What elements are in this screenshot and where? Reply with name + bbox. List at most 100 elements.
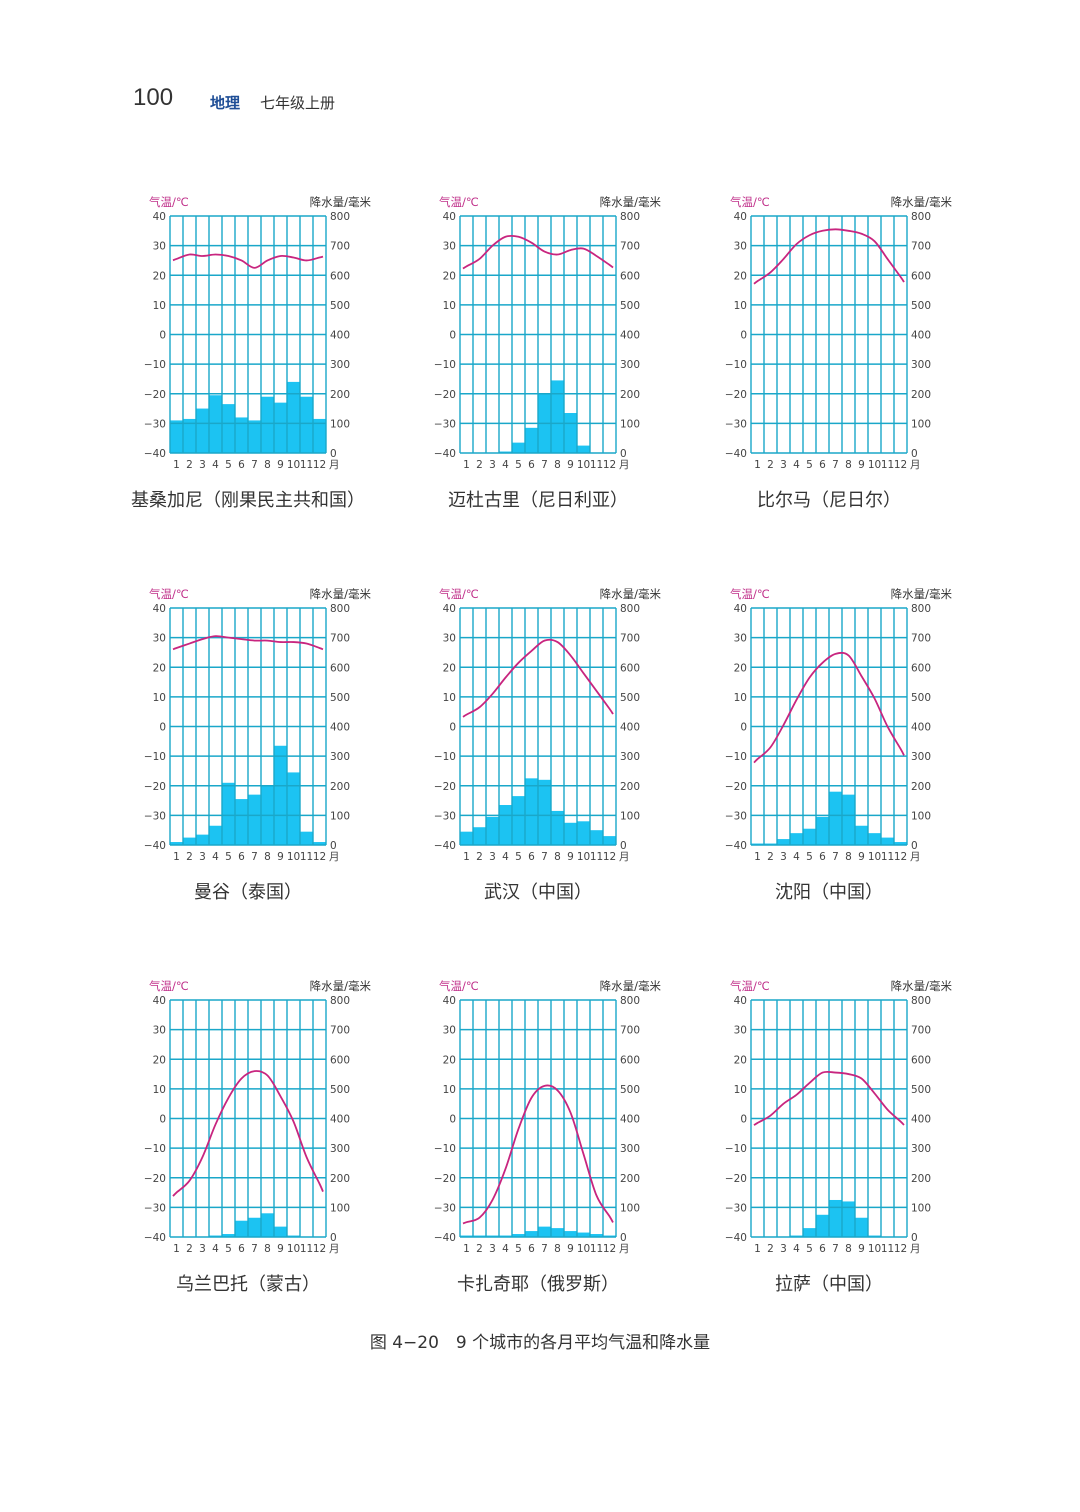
temperature-tick-label: 10: [153, 692, 166, 704]
precipitation-tick-label: 800: [330, 995, 350, 1007]
temperature-axis-title: 气温/℃: [730, 979, 770, 993]
temperature-axis-title: 气温/℃: [149, 195, 189, 209]
month-tick-label: 9: [858, 851, 865, 863]
precipitation-tick-label: 100: [911, 810, 931, 822]
precipitation-bar: [538, 779, 551, 845]
temperature-axis-title: 气温/℃: [439, 587, 479, 601]
precipitation-bar: [777, 839, 790, 845]
precipitation-tick-label: 700: [330, 241, 350, 253]
precipitation-tick-label: 300: [911, 359, 931, 371]
month-tick-label: 6: [528, 1243, 535, 1255]
month-tick-label: 12: [894, 851, 907, 863]
temperature-tick-label: 0: [740, 330, 747, 342]
temperature-tick-label: 10: [734, 1084, 747, 1096]
temperature-tick-label: 20: [153, 270, 166, 282]
precipitation-bar: [577, 1232, 590, 1237]
month-tick-label: 11: [300, 1243, 313, 1255]
temperature-tick-label: 40: [734, 211, 747, 223]
month-tick-label: 6: [819, 1243, 826, 1255]
temperature-tick-label: −20: [144, 781, 166, 793]
precipitation-bar: [287, 772, 300, 845]
month-tick-label: 3: [780, 1243, 787, 1255]
temperature-tick-label: −40: [725, 840, 747, 852]
city-label: 基桑加尼（刚果民主共和国）: [131, 490, 365, 511]
temperature-tick-label: 20: [443, 662, 456, 674]
month-tick-label: 2: [186, 851, 193, 863]
precipitation-bar: [274, 402, 287, 453]
month-tick-label: 1: [173, 1243, 180, 1255]
temperature-tick-label: 30: [443, 633, 456, 645]
precipitation-tick-label: 800: [620, 211, 640, 223]
precipitation-bar: [564, 822, 577, 845]
temperature-tick-label: −20: [434, 781, 456, 793]
precipitation-bar: [790, 1235, 803, 1237]
precipitation-axis-title: 降水量/毫米: [891, 587, 953, 601]
month-tick-label: 5: [515, 1243, 522, 1255]
precipitation-tick-label: 800: [620, 603, 640, 615]
month-tick-label: 6: [238, 1243, 245, 1255]
month-tick-label: 5: [225, 851, 232, 863]
month-tick-label: 4: [793, 1243, 800, 1255]
precipitation-tick-label: 200: [620, 389, 640, 401]
precipitation-tick-label: 400: [620, 1114, 640, 1126]
precipitation-bar: [209, 1235, 222, 1237]
temperature-tick-label: −40: [144, 1232, 166, 1244]
precipitation-axis-title: 降水量/毫米: [600, 195, 662, 209]
month-tick-label: 3: [489, 1243, 496, 1255]
month-tick-label: 6: [819, 459, 826, 471]
precipitation-bar: [235, 1220, 248, 1237]
month-tick-label: 3: [780, 851, 787, 863]
climate-chart: 气温/℃ 降水量/毫米−40−30−20−10010203040010020030…: [144, 979, 372, 1295]
month-tick-label: 12: [313, 851, 326, 863]
precipitation-bar: [816, 816, 829, 845]
precipitation-tick-label: 400: [620, 722, 640, 734]
precipitation-tick-label: 400: [330, 1114, 350, 1126]
month-tick-label: 11: [300, 851, 313, 863]
precipitation-tick-label: 700: [620, 633, 640, 645]
precipitation-tick-label: 500: [911, 692, 931, 704]
month-tick-label: 12: [603, 459, 616, 471]
month-tick-label: 12: [313, 459, 326, 471]
month-tick-label: 5: [515, 459, 522, 471]
temperature-tick-label: 30: [443, 1025, 456, 1037]
temperature-tick-label: 30: [153, 1025, 166, 1037]
month-unit-label: 月: [619, 1243, 630, 1255]
temperature-tick-label: 10: [153, 300, 166, 312]
precipitation-bar: [473, 1235, 486, 1237]
month-tick-label: 6: [528, 851, 535, 863]
month-tick-label: 11: [590, 1243, 603, 1255]
precipitation-tick-label: 600: [620, 1054, 640, 1066]
precipitation-tick-label: 200: [911, 1173, 931, 1185]
climate-chart: 气温/℃ 降水量/毫米−40−30−20−10010203040010020030…: [434, 979, 662, 1295]
precipitation-bar: [460, 831, 473, 845]
month-tick-label: 6: [819, 851, 826, 863]
precipitation-bar: [235, 417, 248, 453]
temperature-line: [172, 1070, 324, 1197]
temperature-tick-label: −30: [725, 418, 747, 430]
month-tick-label: 2: [476, 851, 483, 863]
month-unit-label: 月: [329, 851, 340, 863]
temperature-tick-label: −30: [144, 418, 166, 430]
precipitation-tick-label: 600: [330, 1054, 350, 1066]
precipitation-axis-title: 降水量/毫米: [891, 979, 953, 993]
city-label: 乌兰巴托（蒙古）: [176, 1274, 320, 1295]
month-tick-label: 7: [541, 459, 548, 471]
month-tick-label: 4: [212, 1243, 219, 1255]
month-tick-label: 4: [793, 459, 800, 471]
month-tick-label: 9: [567, 459, 574, 471]
month-tick-label: 2: [186, 459, 193, 471]
precipitation-tick-label: 300: [620, 1143, 640, 1155]
precipitation-bar: [209, 825, 222, 845]
precipitation-bar: [248, 1217, 261, 1237]
month-tick-label: 8: [845, 459, 852, 471]
month-tick-label: 9: [277, 459, 284, 471]
precipitation-tick-label: 700: [911, 633, 931, 645]
month-tick-label: 6: [238, 459, 245, 471]
temperature-tick-label: −30: [725, 810, 747, 822]
month-tick-label: 12: [894, 1243, 907, 1255]
month-tick-label: 9: [858, 1243, 865, 1255]
precipitation-bar: [551, 810, 564, 845]
month-tick-label: 9: [567, 1243, 574, 1255]
precipitation-tick-label: 200: [620, 781, 640, 793]
precipitation-tick-label: 600: [620, 662, 640, 674]
